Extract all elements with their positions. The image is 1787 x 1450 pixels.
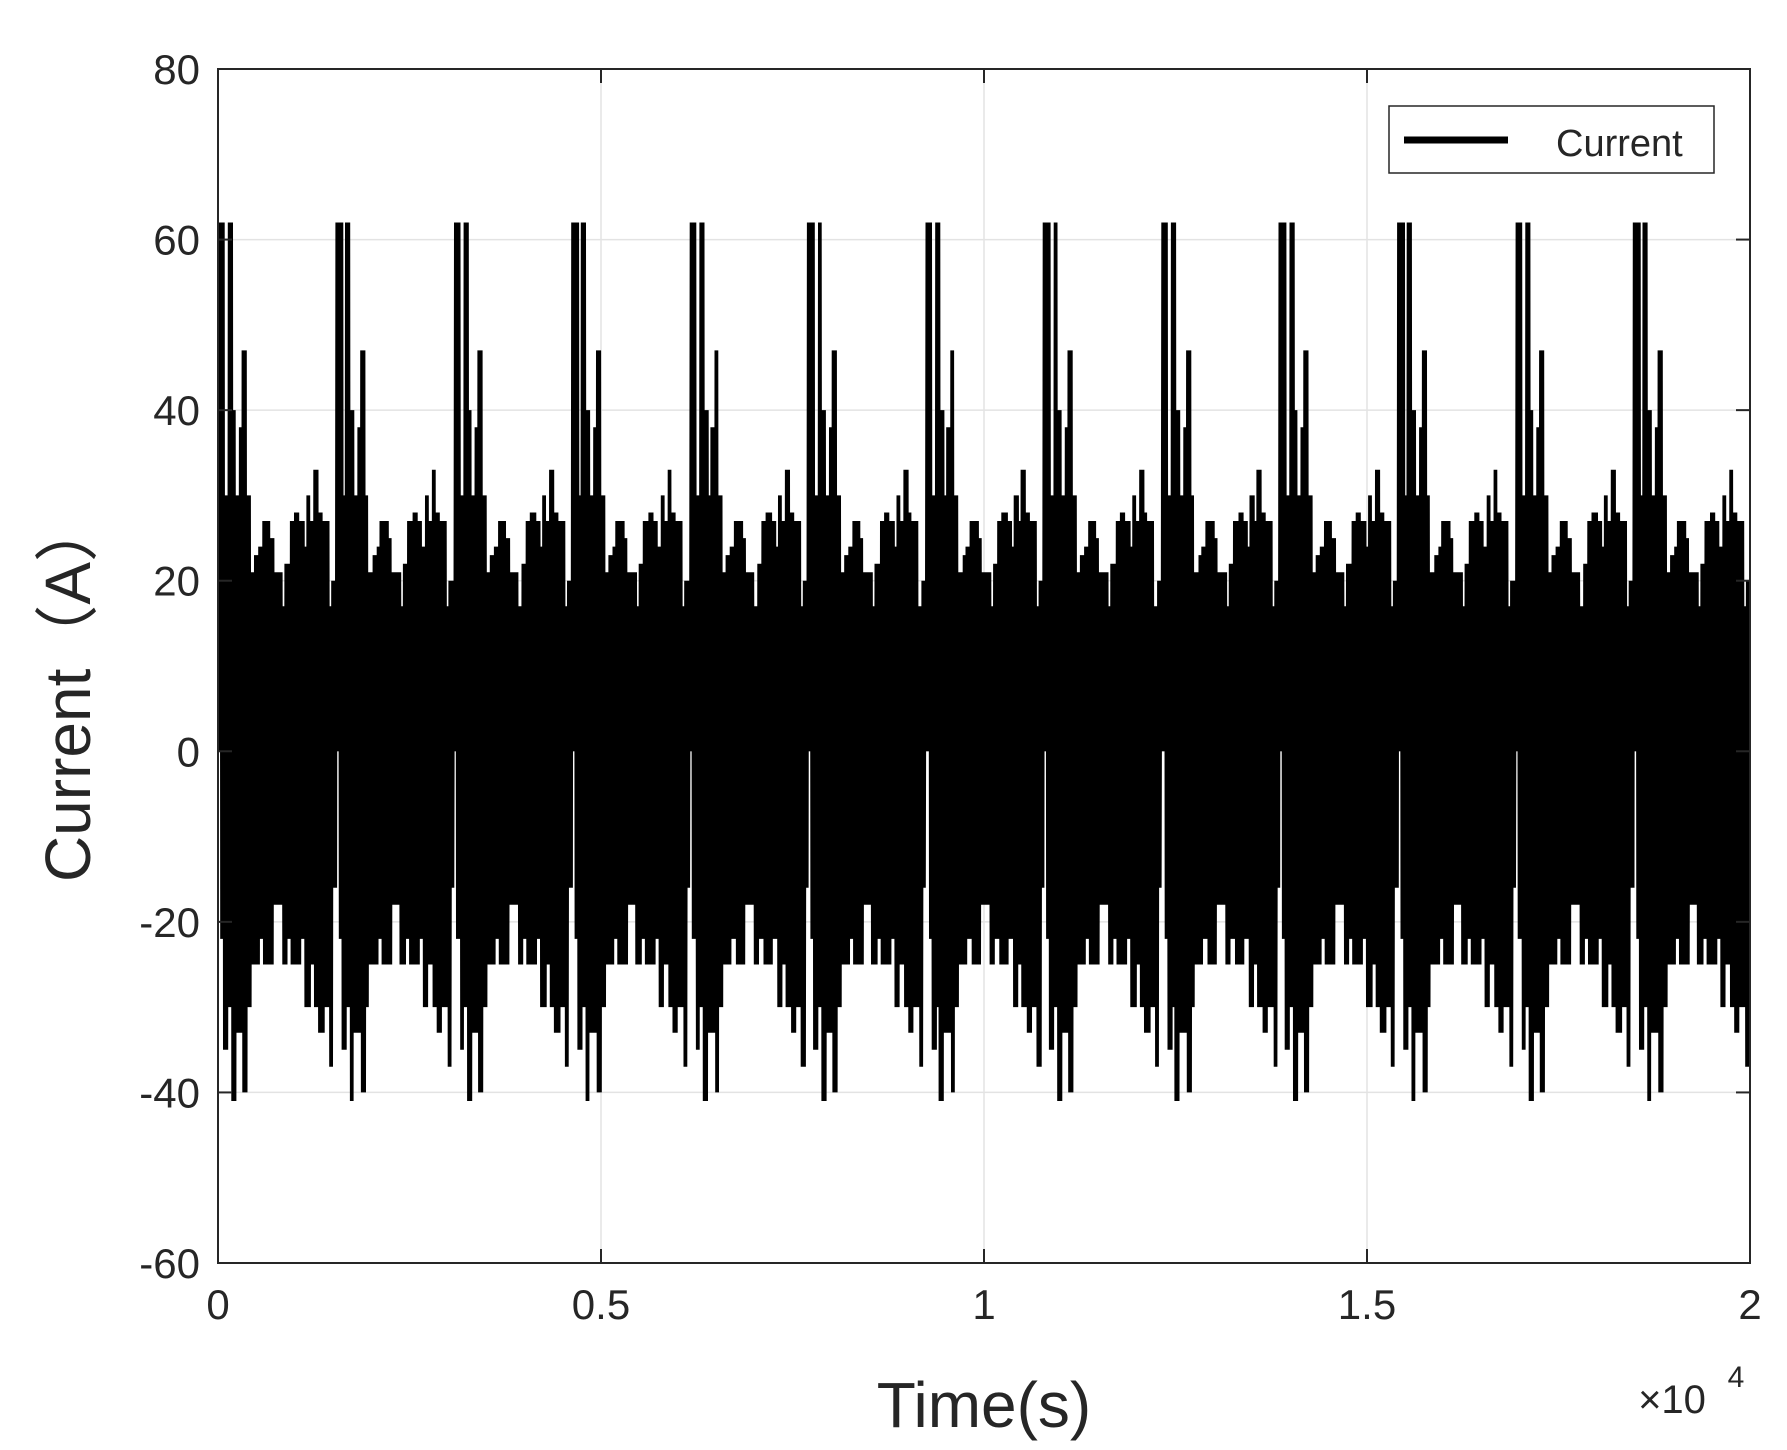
y-tick-label: -20 <box>139 899 200 946</box>
x-tick-labels: 0 0.5 1 1.5 2 <box>206 1281 1761 1328</box>
y-tick-labels: -60 -40 -20 0 20 40 60 80 <box>139 46 200 1287</box>
x-tick-label: 0 <box>206 1281 229 1328</box>
y-tick-label: 80 <box>153 46 200 93</box>
x-tick-label: 0.5 <box>572 1281 630 1328</box>
y-tick-label: -60 <box>139 1240 200 1287</box>
legend: Current <box>1388 105 1715 174</box>
y-tick-label: 60 <box>153 217 200 264</box>
y-tick-label: 40 <box>153 387 200 434</box>
y-tick-label: 0 <box>177 728 200 775</box>
x-tick-label: 2 <box>1738 1281 1761 1328</box>
current-series-line <box>218 222 1750 1102</box>
x-tick-label: 1.5 <box>1338 1281 1396 1328</box>
y-axis-label: Current（A） <box>32 498 104 882</box>
x-exponent-label: ×10 <box>1638 1378 1706 1422</box>
x-tick-label: 1 <box>972 1281 995 1328</box>
legend-label-current: Current <box>1556 123 1683 165</box>
y-tick-label: -40 <box>139 1069 200 1116</box>
x-exponent-value: 4 <box>1728 1361 1745 1394</box>
y-tick-label: 20 <box>153 558 200 605</box>
x-axis-label: Time(s) <box>877 1369 1091 1441</box>
axis-ticks <box>217 68 1751 1264</box>
